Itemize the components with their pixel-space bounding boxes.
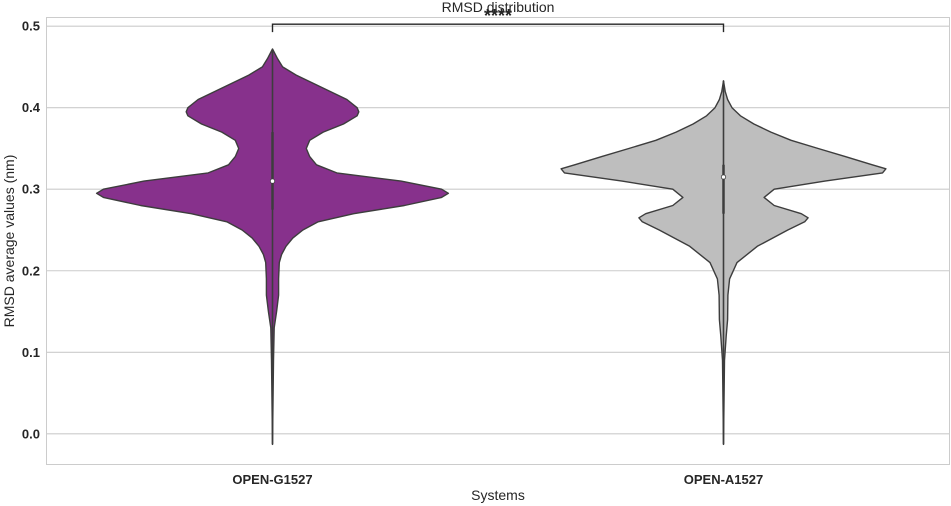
violin-median-dot [269,178,276,184]
y-axis-label: RMSD average values (nm) [1,155,17,328]
violin-median-dot [720,174,727,180]
significance-stars: **** [484,6,512,26]
gridlines [47,25,949,435]
x-axis-label: Systems [471,487,525,503]
y-axis-ticks: 0.0 0.1 0.2 0.3 0.4 0.5 [22,19,41,442]
significance-bracket [271,23,725,33]
x-tick-label: OPEN-G1527 [232,472,312,487]
plot-area [46,17,950,465]
x-axis-ticks: OPEN-G1527 OPEN-A1527 [232,472,763,487]
violins [95,48,887,446]
x-tick-label: OPEN-A1527 [684,472,763,487]
y-tick-label: 0.1 [22,345,40,360]
chart-title: RMSD distribution [442,0,555,15]
y-tick-label: 0.0 [22,426,40,441]
y-tick-label: 0.3 [22,182,40,197]
y-tick-label: 0.2 [22,263,40,278]
significance-annotation: **** [271,6,725,33]
y-tick-label: 0.5 [22,19,40,34]
y-tick-label: 0.4 [22,100,41,115]
